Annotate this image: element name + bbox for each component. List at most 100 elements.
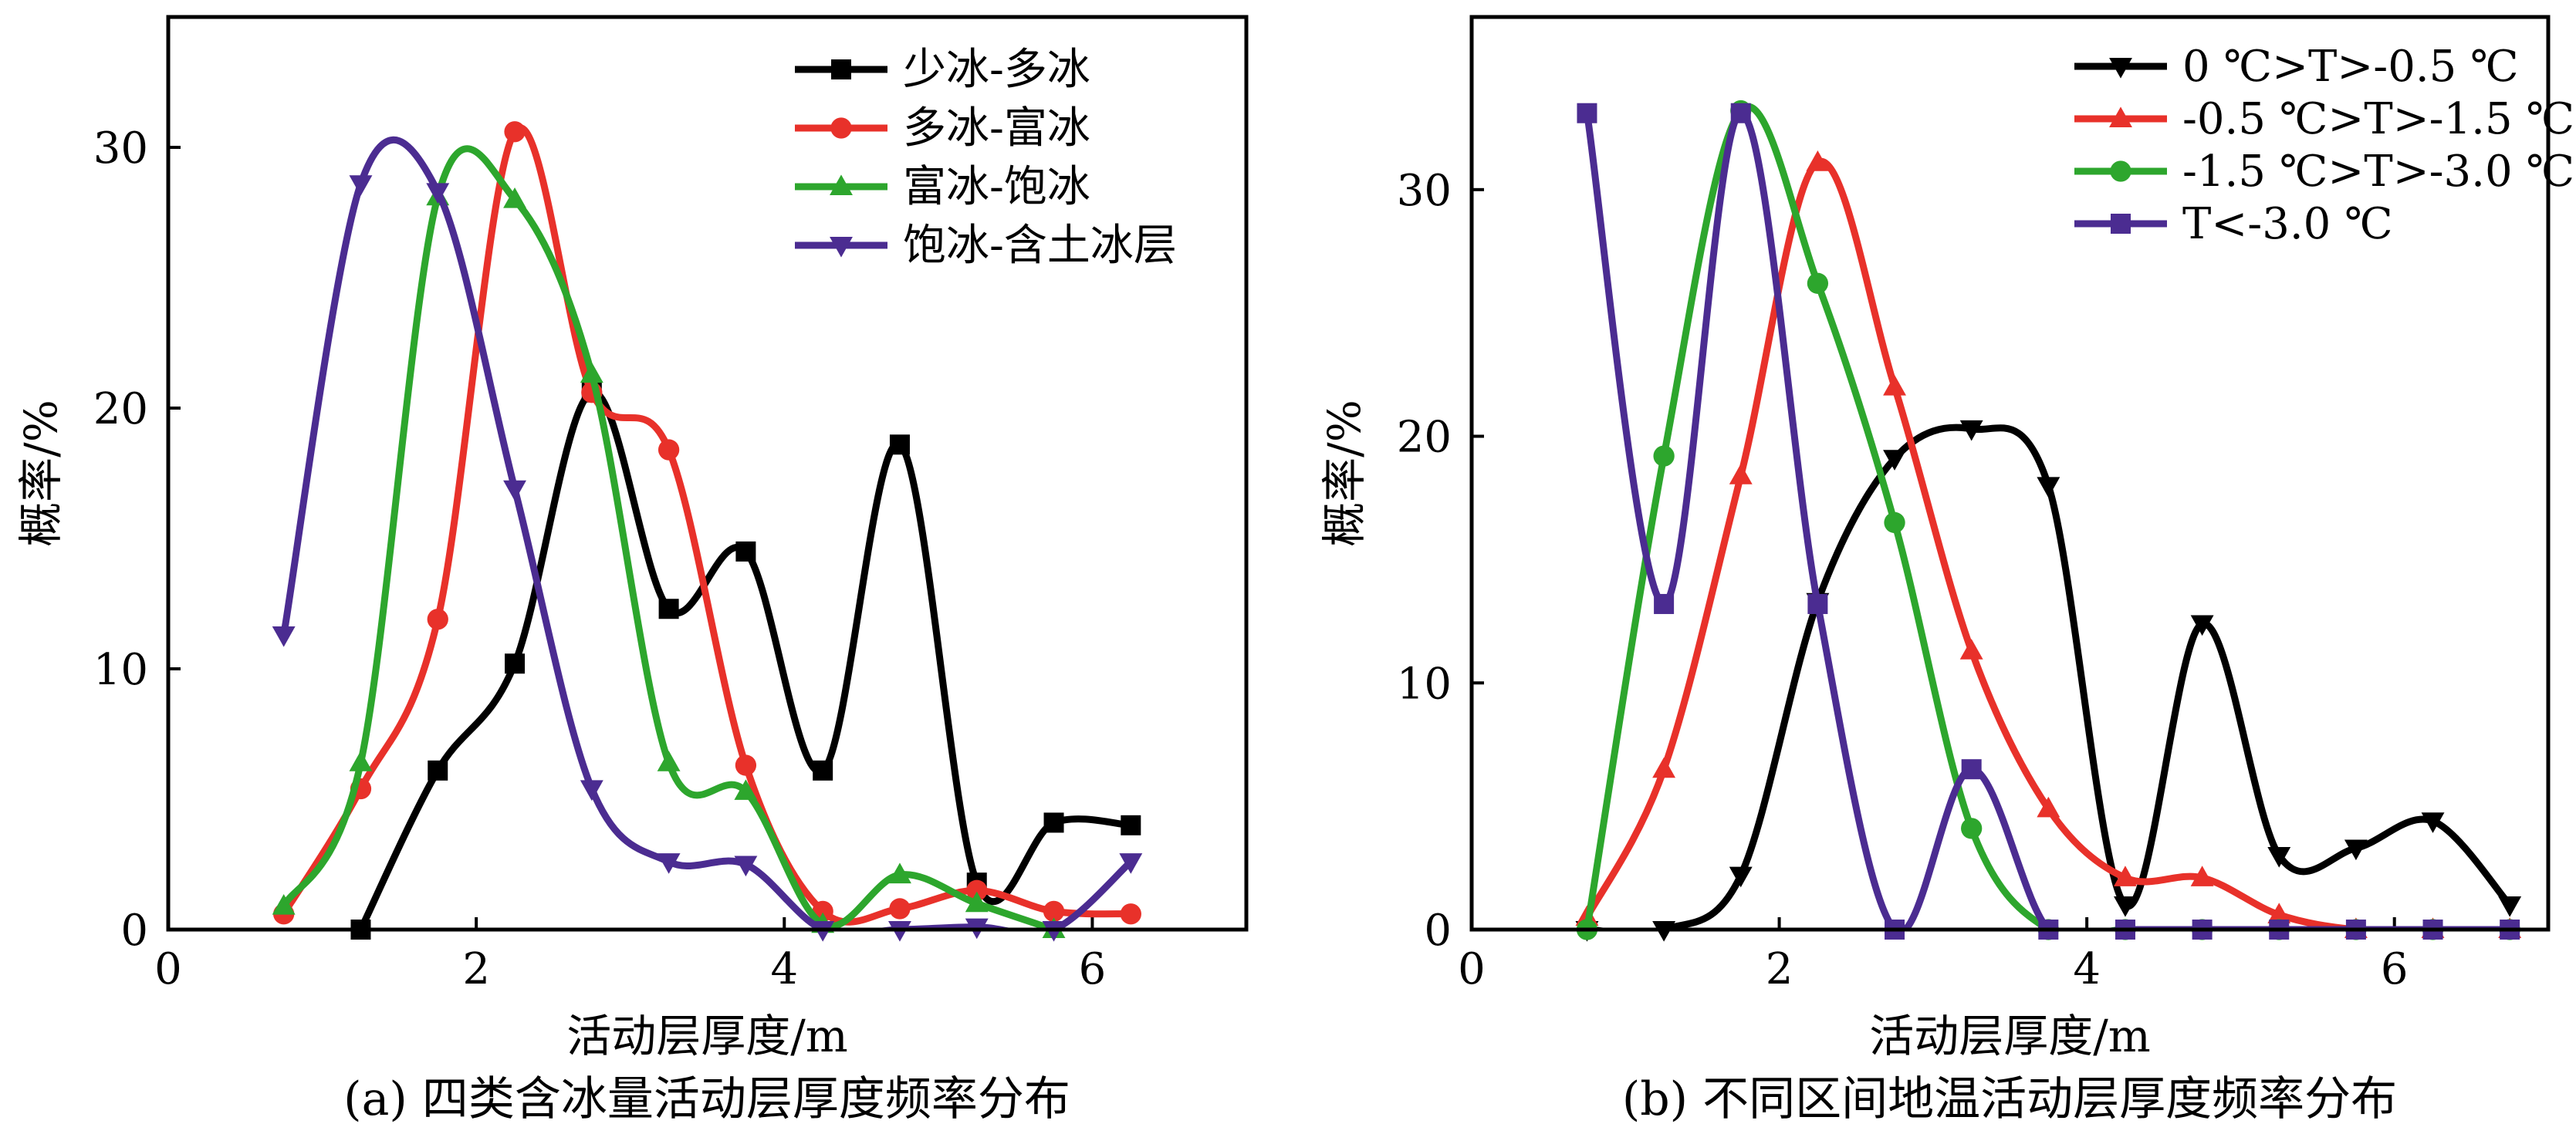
data-point [2344,839,2368,861]
legend-swatch-marker [830,236,853,258]
chart-a: 0 2 4 6 0 10 20 30 少冰-多冰多冰-富冰富冰-饱冰饱冰-含土冰层活动层厚度/m… [15,15,1249,1126]
data-point [1043,900,1065,922]
legend-swatch-marker [2109,57,2132,79]
y-tick-label: 10 [1397,659,1452,709]
legend: 0 ℃>T>-0.5 ℃-0.5 ℃>T>-1.5 ℃-1.5 ℃>T>-3.0… [2074,42,2574,249]
legend-swatch-marker [2111,214,2131,234]
y-tick-label: 0 [120,906,148,956]
legend-swatch-marker [2109,106,2132,128]
data-point [889,898,911,920]
data-point [428,760,448,781]
legend-label: 饱冰-含土冰层 [903,221,1177,271]
data-point [349,175,373,196]
data-point [1577,103,1597,123]
panel-caption: (b) 不同区间地温活动层厚度频率分布 [1622,1072,2397,1126]
data-point [1729,464,1753,484]
data-point [735,541,756,562]
x-tick-label: 0 [154,944,182,994]
data-point [2190,615,2214,636]
series-2 [272,145,1066,939]
legend-entry: -0.5 ℃>T>-1.5 ℃ [2074,94,2574,144]
data-point [2037,796,2060,818]
data-point [1961,818,1983,839]
data-point [2114,896,2137,917]
legend-swatch-marker [830,117,852,139]
data-point [1120,903,1141,925]
chart-b: 0 2 4 6 0 10 20 30 0 ℃>T>-0.5 ℃-0.5 ℃>T>-1.5 ℃-1… [1318,15,2574,1126]
y-tick-label: 30 [93,123,148,174]
data-point [503,187,526,208]
series-line [357,389,1134,930]
series-line [280,145,1058,930]
x-tick-label: 4 [2073,944,2101,994]
data-point [1883,450,1906,471]
legend-label: T<-3.0 ℃ [2182,199,2393,249]
data-point [657,751,681,771]
legend-label: 富冰-饱冰 [903,162,1090,212]
data-point [1653,445,1675,467]
y-tick-label: 0 [1424,906,1452,956]
plot-frame [1469,15,2551,932]
y-tick-label: 20 [93,384,148,434]
data-point [889,434,910,455]
x-axis-label: 活动层厚度/m [566,1010,848,1062]
data-point [813,760,833,781]
data-point [503,480,526,501]
data-point [2114,866,2137,886]
legend-label: 少冰-多冰 [903,45,1090,95]
data-point [1807,272,1829,294]
y-axis-label: 概率/% [1318,400,1371,547]
data-point [1961,759,1982,780]
data-point [888,862,911,884]
series-0 [350,382,1141,940]
x-tick-label: 4 [770,944,798,994]
plot-frame [166,15,1249,932]
data-point [965,891,989,913]
data-point [1883,374,1906,396]
data-point [2190,866,2214,886]
data-point [966,879,988,901]
series-line [280,136,1134,930]
data-point [1121,815,1141,835]
data-point [272,626,296,647]
panel-caption: (a) 四类含冰量活动层厚度频率分布 [343,1072,1070,1126]
legend-entry: 少冰-多冰 [795,45,1090,95]
y-axis-label: 概率/% [15,400,67,547]
data-point [734,856,758,877]
data-point [2037,477,2060,498]
legend-label: 0 ℃>T>-0.5 ℃ [2182,42,2519,92]
legend-entry: 多冰-富冰 [795,103,1090,154]
data-point [1652,757,1676,778]
legend-swatch-marker [830,174,853,196]
data-point [1043,812,1064,833]
data-point [1654,593,1675,614]
legend-entry: 富冰-饱冰 [795,162,1090,212]
x-tick-label: 2 [1766,944,1793,994]
data-point [580,362,603,383]
data-point [658,599,679,619]
data-point [734,779,758,800]
data-point [272,893,296,915]
data-point [504,121,526,143]
data-point [427,609,448,630]
series-line [1583,158,2513,930]
y-tick-label: 30 [1397,166,1452,216]
data-point [1119,853,1143,874]
legend-swatch-marker [2110,160,2131,182]
data-point [1884,511,1905,534]
legend-entry: -1.5 ℃>T>-3.0 ℃ [2074,147,2574,197]
legend-label: -0.5 ℃>T>-1.5 ℃ [2182,94,2574,144]
series-0 [1575,420,2522,942]
data-point [1959,639,1983,660]
y-tick-label: 20 [1397,413,1452,463]
data-point [580,780,603,802]
series-line [1583,424,2513,930]
legend-label: 多冰-富冰 [903,103,1090,154]
data-point [1730,103,1751,123]
x-axis-label: 活动层厚度/m [1869,1010,2151,1062]
data-point [2421,812,2445,833]
series-line [1583,110,2513,930]
x-tick-label: 6 [1079,944,1107,994]
